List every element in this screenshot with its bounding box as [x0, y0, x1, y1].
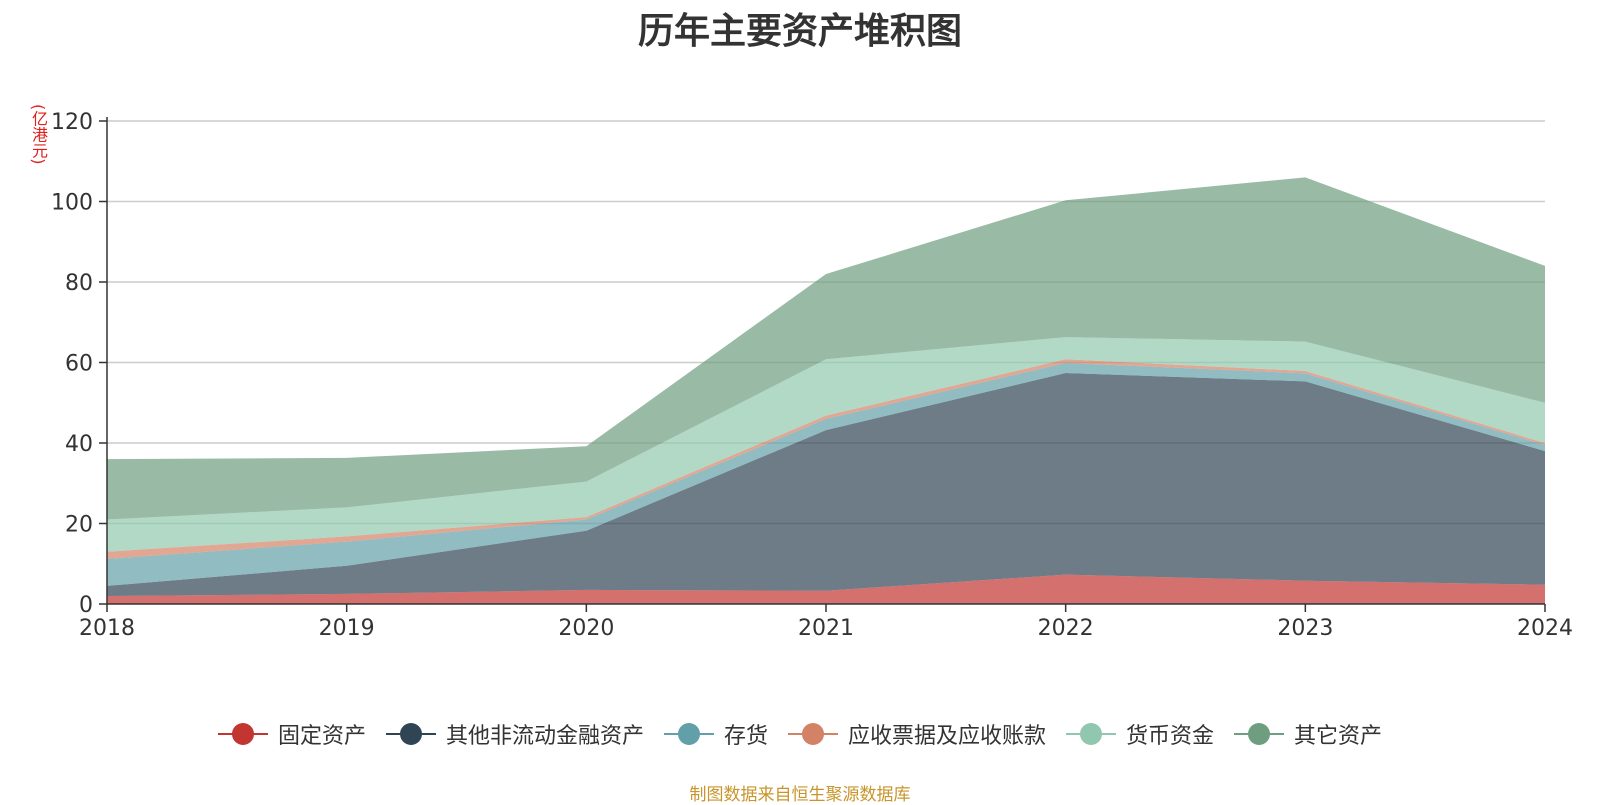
legend-marker-icon — [788, 723, 838, 745]
legend-label: 应收票据及应收账款 — [848, 724, 1047, 749]
x-tick-label: 2022 — [1038, 616, 1094, 641]
legend-item-2[interactable]: 其他非流动金融资产 — [385, 718, 644, 750]
legend-label: 固定资产 — [277, 724, 366, 749]
x-tick-label: 2020 — [558, 616, 614, 641]
y-tick-label: 40 — [65, 432, 93, 457]
x-tick-label: 2024 — [1517, 616, 1573, 641]
y-tick-label: 60 — [65, 352, 93, 377]
y-tick-label: 20 — [65, 513, 93, 538]
legend-label: 存货 — [723, 724, 768, 749]
y-tick-label: 100 — [51, 191, 93, 216]
legend-item-3[interactable]: 存货 — [663, 718, 768, 750]
x-tick-label: 2021 — [798, 616, 854, 641]
area-series-1 — [107, 574, 1545, 604]
legend-item-4[interactable]: 应收票据及应收账款 — [788, 718, 1046, 750]
y-tick-label: 80 — [65, 271, 93, 296]
legend-marker-icon — [217, 723, 268, 745]
x-tick-label: 2018 — [79, 616, 135, 641]
legend-label: 其他非流动金融资产 — [445, 724, 644, 749]
source-note: 制图数据来自恒生聚源数据库 — [689, 785, 911, 805]
legend-item-5[interactable]: 货币资金 — [1066, 718, 1214, 750]
chart-legend: 固定资产 其他非流动金融资产 存货 应收票据及应收账款 货币资金 其它资产 — [0, 718, 1600, 750]
legend-item-6[interactable]: 其它资产 — [1234, 718, 1382, 750]
legend-marker-icon — [1234, 723, 1285, 745]
legend-marker-icon — [385, 723, 436, 745]
chart-title: 历年主要资产堆积图 — [637, 11, 962, 52]
area-series-6 — [107, 177, 1545, 520]
y-tick-label: 120 — [51, 110, 93, 135]
area-series-5 — [107, 337, 1545, 552]
legend-item-1[interactable]: 固定资产 — [217, 718, 366, 750]
area-series-2 — [107, 373, 1545, 596]
legend-marker-icon — [663, 723, 714, 745]
legend-label: 货币资金 — [1126, 724, 1215, 749]
area-series-3 — [107, 362, 1545, 586]
y-tick-label: 0 — [79, 593, 93, 618]
x-tick-label: 2019 — [319, 616, 375, 641]
x-tick-label: 2023 — [1277, 616, 1333, 641]
y-axis-unit-label: (亿港元) — [29, 104, 48, 165]
legend-label: 其它资产 — [1294, 724, 1383, 749]
legend-marker-icon — [1066, 723, 1117, 745]
